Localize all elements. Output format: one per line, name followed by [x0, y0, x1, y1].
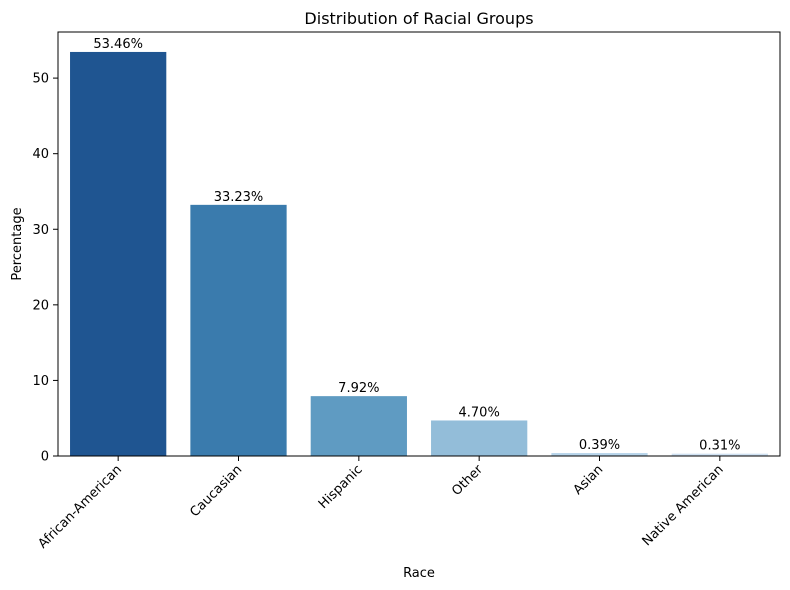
data-label: 4.70% — [459, 405, 500, 420]
data-label: 53.46% — [93, 37, 143, 52]
bar — [190, 204, 287, 456]
x-tick-label: African-American — [35, 462, 125, 552]
bar — [431, 420, 528, 456]
x-axis-label: Race — [403, 566, 435, 581]
bar — [70, 51, 167, 456]
data-label: 0.39% — [579, 438, 620, 453]
y-tick-label: 50 — [32, 72, 49, 87]
x-tick-label: Native American — [640, 462, 727, 549]
data-label: 33.23% — [214, 190, 264, 205]
plot-area: 0 10 20 30 40 50 53.46% African-American 33.23% C… — [32, 37, 768, 552]
chart-title: Distribution of Racial Groups — [304, 9, 533, 28]
x-tick-label: Asian — [571, 462, 607, 498]
x-tick-label: Other — [449, 462, 486, 499]
x-tick-label: Hispanic — [316, 462, 366, 512]
y-tick-label: 30 — [32, 223, 49, 238]
data-label: 0.31% — [699, 439, 740, 454]
x-tick-label: Caucasian — [187, 462, 245, 520]
y-axis-label: Percentage — [10, 207, 25, 280]
y-tick-label: 20 — [32, 298, 49, 313]
y-tick-label: 40 — [32, 147, 49, 162]
bar — [551, 453, 648, 456]
data-label: 7.92% — [338, 381, 379, 396]
plot-frame — [57, 31, 781, 457]
bar — [310, 396, 407, 456]
y-tick-label: 10 — [32, 374, 49, 389]
bar — [671, 453, 768, 456]
y-tick-label: 0 — [41, 450, 49, 465]
